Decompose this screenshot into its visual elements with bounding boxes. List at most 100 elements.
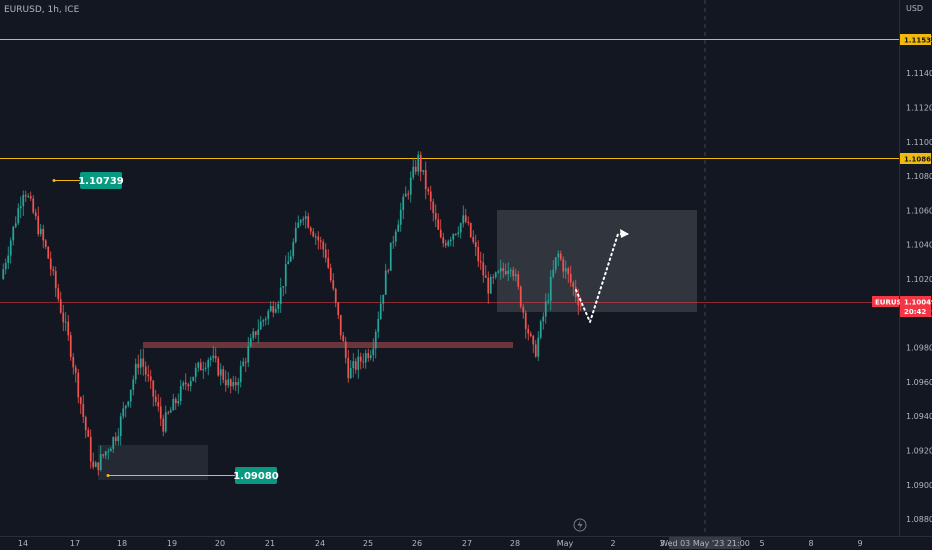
candle-body[interactable] <box>277 303 280 309</box>
candle-body[interactable] <box>339 315 342 336</box>
candle-body[interactable] <box>567 268 570 275</box>
candle-body[interactable] <box>379 303 382 320</box>
candle-body[interactable] <box>557 253 560 258</box>
candle-body[interactable] <box>477 247 480 262</box>
candle-body[interactable] <box>479 261 482 263</box>
candle-body[interactable] <box>44 240 47 247</box>
candle-body[interactable] <box>287 261 290 265</box>
candle-body[interactable] <box>257 329 260 335</box>
candle-body[interactable] <box>84 416 87 431</box>
candle-body[interactable] <box>282 286 285 288</box>
candle-body[interactable] <box>462 215 465 224</box>
candle-body[interactable] <box>314 236 317 238</box>
candle-body[interactable] <box>39 228 42 235</box>
candle-body[interactable] <box>27 196 30 198</box>
candle-body[interactable] <box>12 226 15 241</box>
candle-body[interactable] <box>414 166 417 172</box>
low-callout-box[interactable] <box>235 467 277 484</box>
candle-body[interactable] <box>547 300 550 302</box>
time-axis[interactable]: 14 17 18 19 20 21 24 25 26 27 28 May 2 3 5 8 9 <box>18 539 863 548</box>
candle-body[interactable] <box>317 236 320 241</box>
candle-body[interactable] <box>409 177 412 195</box>
candle-body[interactable] <box>507 270 510 275</box>
candle-body[interactable] <box>299 220 302 223</box>
candle-body[interactable] <box>252 331 255 339</box>
candle-body[interactable] <box>554 257 557 270</box>
candle-body[interactable] <box>72 357 75 368</box>
candle-body[interactable] <box>52 269 55 272</box>
candle-body[interactable] <box>22 195 25 207</box>
candle-body[interactable] <box>17 208 20 224</box>
candle-body[interactable] <box>444 243 447 246</box>
candle-body[interactable] <box>434 213 437 220</box>
candle-body[interactable] <box>452 234 455 240</box>
candle-body[interactable] <box>399 210 402 225</box>
candle-body[interactable] <box>184 382 187 385</box>
candle-body[interactable] <box>159 406 162 419</box>
candle-body[interactable] <box>24 195 27 197</box>
candle-body[interactable] <box>182 382 185 386</box>
candle-body[interactable] <box>337 302 340 316</box>
candle-body[interactable] <box>327 258 330 268</box>
candle-body[interactable] <box>577 296 580 306</box>
candle-body[interactable] <box>432 201 435 214</box>
candle-body[interactable] <box>492 277 495 279</box>
candle-body[interactable] <box>119 416 122 436</box>
candle-body[interactable] <box>204 367 207 369</box>
candle-body[interactable] <box>217 358 220 376</box>
demand-zone-box[interactable] <box>98 445 208 480</box>
candle-body[interactable] <box>177 401 180 404</box>
candle-body[interactable] <box>529 333 532 336</box>
candle-body[interactable] <box>544 301 547 317</box>
candle-body[interactable] <box>329 267 332 281</box>
candle-body[interactable] <box>207 360 210 368</box>
candle-body[interactable] <box>179 385 182 402</box>
candle-body[interactable] <box>362 361 365 363</box>
candle-body[interactable] <box>349 368 352 379</box>
candle-body[interactable] <box>389 242 392 271</box>
candle-body[interactable] <box>534 344 537 357</box>
candle-body[interactable] <box>537 337 540 357</box>
candle-body[interactable] <box>509 269 512 271</box>
candle-body[interactable] <box>574 287 577 297</box>
high-callout-box[interactable] <box>80 172 122 189</box>
candle-body[interactable] <box>367 353 370 359</box>
candle-body[interactable] <box>132 379 135 390</box>
candle-body[interactable] <box>467 221 470 223</box>
candle-body[interactable] <box>174 399 177 404</box>
candle-body[interactable] <box>504 271 507 275</box>
candle-body[interactable] <box>464 215 467 222</box>
candle-body[interactable] <box>272 306 275 313</box>
candle-body[interactable] <box>144 366 147 375</box>
candle-body[interactable] <box>134 363 137 380</box>
candle-body[interactable] <box>499 268 502 272</box>
candle-body[interactable] <box>297 222 300 228</box>
candle-body[interactable] <box>269 306 272 312</box>
candle-body[interactable] <box>502 268 505 272</box>
candle-body[interactable] <box>169 410 172 413</box>
candle-body[interactable] <box>49 258 52 270</box>
candle-body[interactable] <box>47 246 50 259</box>
candle-body[interactable] <box>512 269 515 277</box>
candle-body[interactable] <box>279 287 282 304</box>
candle-body[interactable] <box>412 166 415 178</box>
candle-body[interactable] <box>264 318 267 321</box>
candle-body[interactable] <box>157 402 160 407</box>
candle-body[interactable] <box>319 240 322 242</box>
candle-body[interactable] <box>227 379 230 386</box>
candle-body[interactable] <box>262 320 265 322</box>
candle-body[interactable] <box>419 154 422 172</box>
candle-body[interactable] <box>122 408 125 417</box>
candle-body[interactable] <box>494 272 497 278</box>
candle-body[interactable] <box>347 357 350 379</box>
candle-body[interactable] <box>334 288 337 303</box>
candle-body[interactable] <box>57 288 60 300</box>
candle-body[interactable] <box>9 240 12 256</box>
candle-body[interactable] <box>234 382 237 386</box>
candle-body[interactable] <box>364 353 367 363</box>
candle-body[interactable] <box>114 437 117 442</box>
candle-body[interactable] <box>197 362 200 368</box>
candle-body[interactable] <box>342 335 345 342</box>
candle-body[interactable] <box>542 316 545 322</box>
candle-body[interactable] <box>429 191 432 202</box>
